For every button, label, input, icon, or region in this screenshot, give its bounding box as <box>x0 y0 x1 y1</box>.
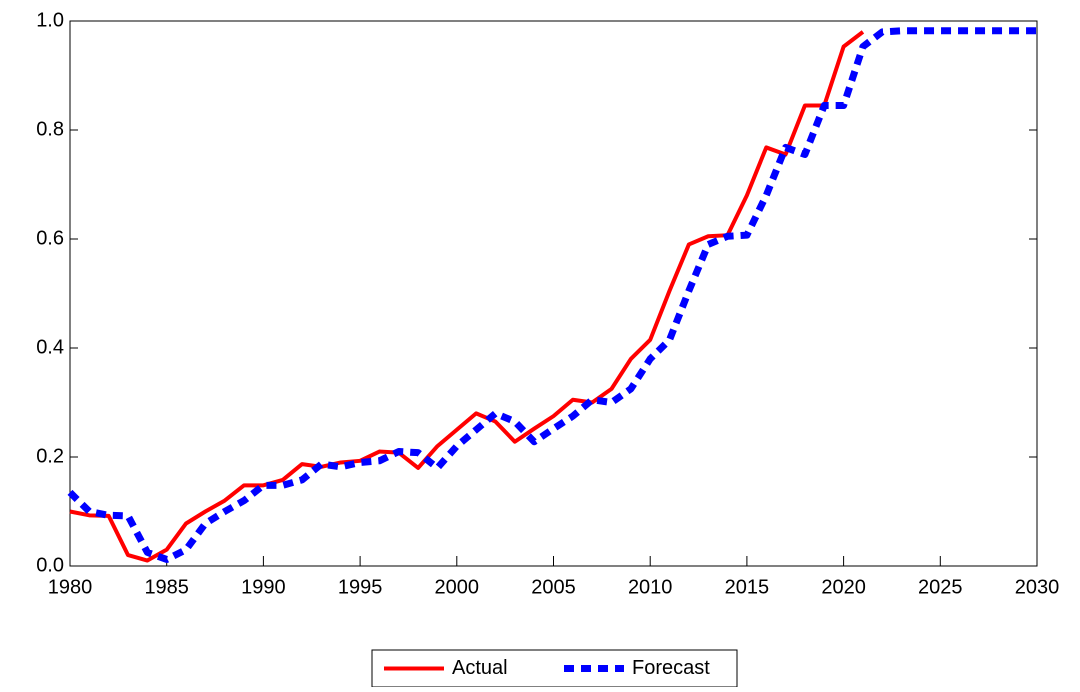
x-tick-label: 1995 <box>338 576 383 598</box>
y-tick-label: 0.0 <box>36 554 64 576</box>
series-line <box>67 27 1037 563</box>
y-tick-label: 0.8 <box>36 118 64 140</box>
y-tick-label: 0.4 <box>36 336 64 358</box>
y-tick-label: 0.6 <box>36 227 64 249</box>
x-tick-label: 1980 <box>48 576 93 598</box>
plot-frame <box>69 20 1038 567</box>
series-line <box>69 30 865 563</box>
legend-label: Forecast <box>632 657 710 679</box>
x-tick-label: 2025 <box>918 576 963 598</box>
x-tick-label: 2005 <box>531 576 576 598</box>
x-tick-label: 2030 <box>1015 576 1060 598</box>
x-tick-label: 2020 <box>821 576 866 598</box>
y-tick-label: 0.2 <box>36 445 64 467</box>
x-tick-label: 2015 <box>725 576 770 598</box>
y-tick-label: 1.0 <box>36 9 64 31</box>
legend-label: Actual <box>452 657 508 679</box>
x-tick-label: 2000 <box>435 576 480 598</box>
x-tick-label: 1990 <box>241 576 286 598</box>
x-tick-label: 1985 <box>144 576 189 598</box>
x-tick-label: 2010 <box>628 576 673 598</box>
